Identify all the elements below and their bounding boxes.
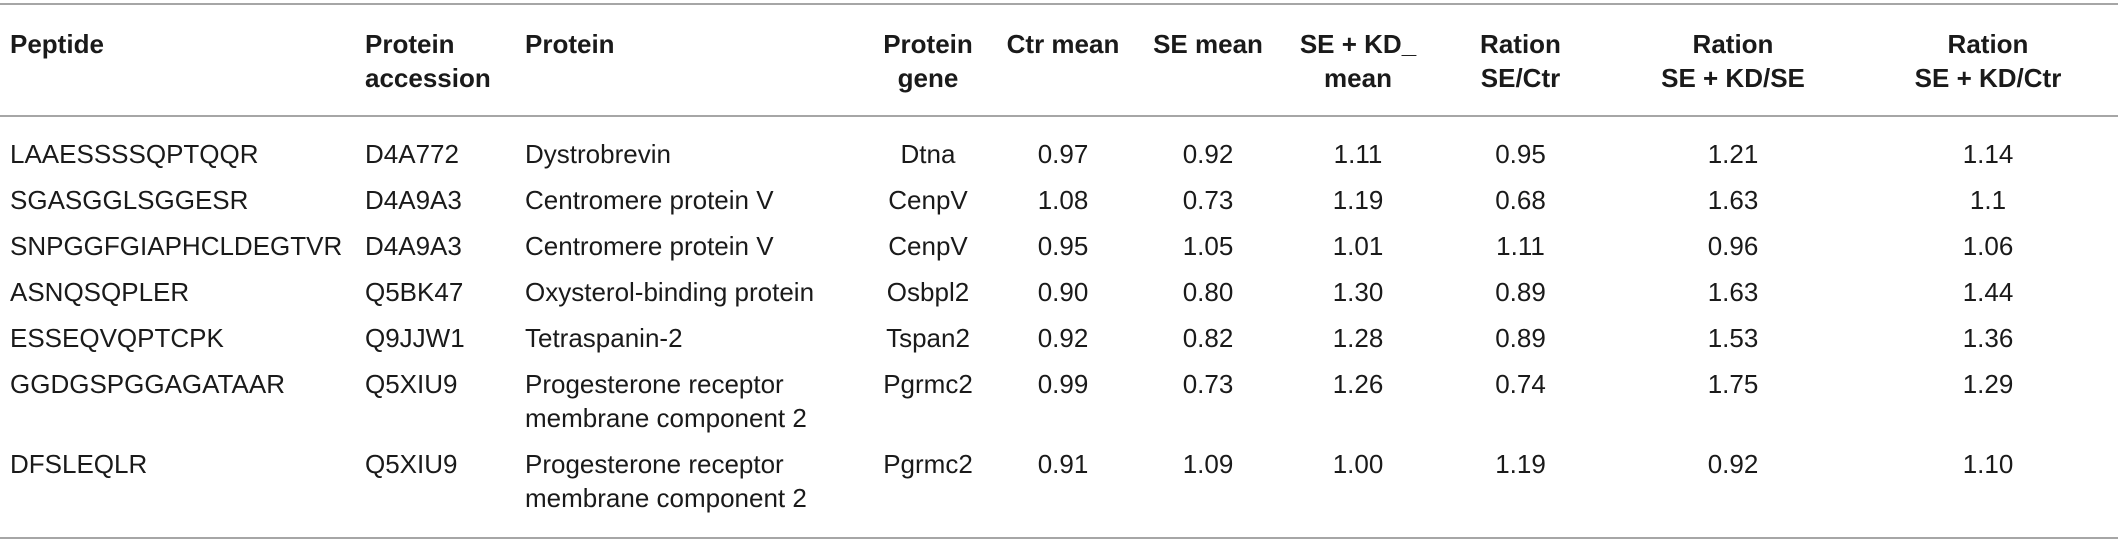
cell-ctr-mean: 0.99: [1037, 369, 1089, 399]
cell-gene: CenpV: [888, 185, 968, 215]
peptide-table: Peptide Protein accession Protein Protei…: [0, 3, 2118, 539]
cell-ratio-sekd-se: 0.96: [1707, 231, 1759, 261]
cell-ratio-sekd-se: 1.63: [1707, 185, 1759, 215]
cell-ratio-se-ctr: 0.68: [1495, 185, 1546, 215]
table-row: SNPGGFGIAPHCLDEGTVR D4A9A3 Centromere pr…: [0, 217, 2118, 263]
cell-accession: Q5XIU9: [365, 369, 458, 399]
cell-accession: D4A772: [365, 139, 459, 169]
cell-se-kd-mean: 1.30: [1332, 277, 1384, 307]
cell-protein: Progesterone receptor membrane component…: [525, 449, 807, 513]
header-protein: Protein: [525, 29, 615, 59]
table-row: SGASGGLSGGESR D4A9A3 Centromere protein …: [0, 171, 2118, 217]
cell-gene: Pgrmc2: [883, 369, 973, 399]
cell-ratio-sekd-ctr: 1.10: [1962, 449, 2014, 479]
cell-se-mean: 0.73: [1182, 185, 1234, 215]
header-row: Peptide Protein accession Protein Protei…: [0, 4, 2118, 116]
cell-se-kd-mean: 1.00: [1332, 449, 1384, 479]
cell-protein: Oxysterol-binding protein: [525, 277, 815, 307]
cell-se-kd-mean: 1.19: [1332, 185, 1384, 215]
cell-peptide: DFSLEQLR: [10, 449, 148, 479]
cell-accession: Q5XIU9: [365, 449, 458, 479]
cell-se-kd-mean: 1.26: [1332, 369, 1384, 399]
cell-ratio-se-ctr: 1.11: [1496, 231, 1545, 261]
cell-ratio-sekd-ctr: 1.44: [1962, 277, 2014, 307]
cell-accession: D4A9A3: [365, 231, 462, 261]
cell-peptide: GGDGSPGGAGATAAR: [10, 369, 285, 399]
cell-protein: Dystrobrevin: [525, 139, 671, 169]
cell-ratio-sekd-se: 1.63: [1707, 277, 1759, 307]
cell-se-mean: 0.73: [1182, 369, 1234, 399]
cell-ratio-sekd-ctr: 1.1: [1969, 185, 2007, 215]
cell-peptide: LAAESSSSQPTQQR: [10, 139, 259, 169]
cell-se-kd-mean: 1.11: [1333, 139, 1383, 169]
cell-ratio-sekd-ctr: 1.29: [1962, 369, 2014, 399]
table-header: Peptide Protein accession Protein Protei…: [0, 4, 2118, 116]
cell-ratio-sekd-ctr: 1.14: [1962, 139, 2014, 169]
cell-peptide: SNPGGFGIAPHCLDEGTVR: [10, 231, 343, 261]
cell-gene: Dtna: [900, 139, 956, 169]
cell-ratio-se-ctr: 0.74: [1495, 369, 1546, 399]
cell-protein: Centromere protein V: [525, 185, 774, 215]
header-ctr-mean: Ctr mean: [1006, 29, 1120, 59]
cell-gene: Osbpl2: [886, 277, 970, 307]
table-body: LAAESSSSQPTQQR D4A772 Dystrobrevin Dtna …: [0, 116, 2118, 538]
cell-ratio-sekd-se: 1.53: [1707, 323, 1759, 353]
cell-ratio-sekd-ctr: 1.06: [1962, 231, 2014, 261]
cell-ratio-se-ctr: 0.89: [1495, 323, 1546, 353]
cell-se-mean: 1.09: [1182, 449, 1234, 479]
header-ratio-sekd-ctr: Ration SE + KD/Ctr: [1914, 29, 2062, 93]
cell-se-kd-mean: 1.01: [1332, 231, 1384, 261]
cell-peptide: ASNQSQPLER: [10, 277, 190, 307]
cell-protein: Centromere protein V: [525, 231, 774, 261]
header-ratio-sekd-se: Ration SE + KD/SE: [1661, 29, 1805, 93]
cell-ratio-se-ctr: 0.95: [1495, 139, 1546, 169]
table-row: ESSEQVQPTCPK Q9JJW1 Tetraspanin-2 Tspan2…: [0, 309, 2118, 355]
cell-ratio-sekd-se: 1.21: [1707, 139, 1759, 169]
cell-accession: Q9JJW1: [365, 323, 465, 353]
header-se-mean: SE mean: [1153, 29, 1263, 59]
cell-ctr-mean: 1.08: [1037, 185, 1089, 215]
cell-ratio-se-ctr: 1.19: [1495, 449, 1546, 479]
cell-se-mean: 0.92: [1182, 139, 1234, 169]
cell-ratio-sekd-se: 0.92: [1707, 449, 1759, 479]
cell-se-kd-mean: 1.28: [1332, 323, 1384, 353]
cell-accession: Q5BK47: [365, 277, 464, 307]
cell-se-mean: 0.82: [1182, 323, 1234, 353]
cell-ctr-mean: 0.92: [1037, 323, 1089, 353]
table-row: DFSLEQLR Q5XIU9 Progesterone receptor me…: [0, 435, 2118, 538]
cell-protein: Progesterone receptor membrane component…: [525, 369, 807, 433]
cell-ctr-mean: 0.91: [1037, 449, 1089, 479]
header-protein-gene: Protein gene: [883, 29, 973, 93]
cell-ratio-sekd-se: 1.75: [1707, 369, 1759, 399]
table-row: GGDGSPGGAGATAAR Q5XIU9 Progesterone rece…: [0, 355, 2118, 435]
header-se-kd-mean: SE + KD_ mean: [1299, 29, 1417, 93]
cell-peptide: SGASGGLSGGESR: [10, 185, 249, 215]
cell-gene: Tspan2: [886, 323, 970, 353]
table-row: LAAESSSSQPTQQR D4A772 Dystrobrevin Dtna …: [0, 116, 2118, 171]
cell-accession: D4A9A3: [365, 185, 462, 215]
header-protein-accession: Protein accession: [365, 29, 491, 93]
cell-ctr-mean: 0.97: [1037, 139, 1089, 169]
cell-se-mean: 0.80: [1182, 277, 1234, 307]
cell-protein: Tetraspanin-2: [525, 323, 683, 353]
cell-ctr-mean: 0.95: [1037, 231, 1089, 261]
cell-gene: CenpV: [888, 231, 968, 261]
cell-se-mean: 1.05: [1182, 231, 1234, 261]
cell-peptide: ESSEQVQPTCPK: [10, 323, 224, 353]
table-row: ASNQSQPLER Q5BK47 Oxysterol-binding prot…: [0, 263, 2118, 309]
cell-gene: Pgrmc2: [883, 449, 973, 479]
cell-ctr-mean: 0.90: [1037, 277, 1089, 307]
header-peptide: Peptide: [10, 29, 104, 59]
cell-ratio-se-ctr: 0.89: [1495, 277, 1546, 307]
cell-ratio-sekd-ctr: 1.36: [1962, 323, 2014, 353]
header-ratio-se-ctr: Ration SE/Ctr: [1480, 29, 1561, 93]
